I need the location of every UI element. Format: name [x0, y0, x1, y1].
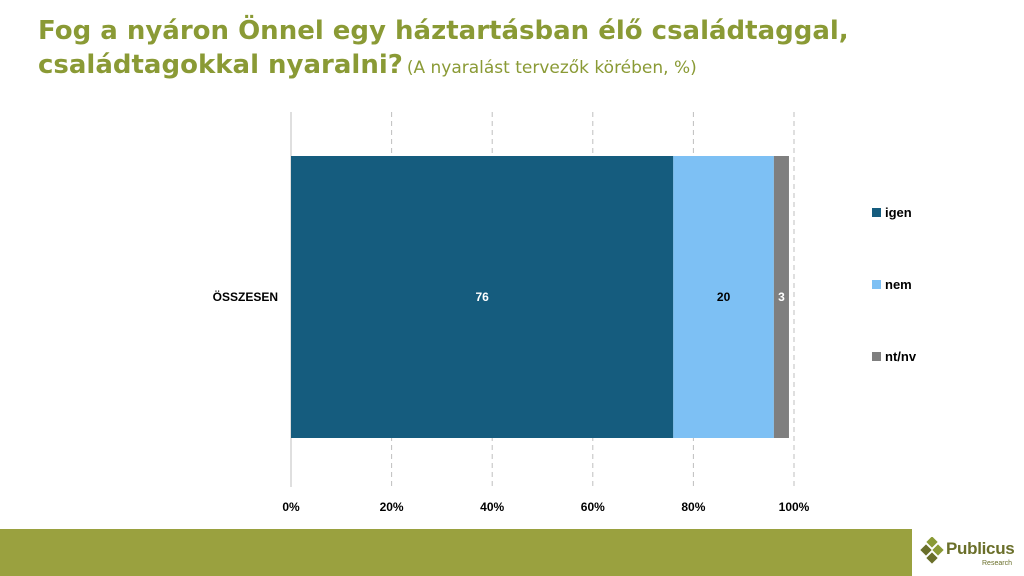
logo-subtitle: Research: [982, 560, 1012, 567]
legend-swatch: [872, 208, 881, 217]
title-block: Fog a nyáron Önnel egy háztartásban élő …: [38, 14, 998, 85]
bar-segment-nem: [673, 156, 774, 438]
x-tick-label: 100%: [779, 500, 810, 514]
data-label: 20: [717, 290, 731, 304]
x-tick-label: 80%: [681, 500, 705, 514]
legend: igen nem nt/nv: [872, 205, 917, 364]
x-tick-labels: 0% 20% 40% 60% 80% 100%: [282, 500, 809, 514]
chart-title-line1: Fog a nyáron Önnel egy háztartásban élő …: [38, 16, 849, 46]
x-tick-label: 60%: [581, 500, 605, 514]
chart-title-question: családtagokkal nyaralni?: [38, 50, 403, 80]
footer-band: [0, 529, 1024, 576]
data-labels: 76 20 3: [475, 290, 785, 304]
bar-segment-ntnv: [773, 156, 789, 438]
bar-group: [291, 156, 789, 438]
legend-swatch: [872, 280, 881, 289]
category-label: ÖSSZESEN: [213, 289, 278, 304]
category-labels: ÖSSZESEN: [213, 289, 278, 304]
bar-segment-igen: [291, 156, 674, 438]
data-label: 3: [778, 290, 785, 304]
x-tick-label: 40%: [480, 500, 504, 514]
logo-name: Publicus: [946, 539, 1015, 558]
legend-swatch: [872, 352, 881, 361]
chart-subtitle: (A nyaralást tervezők körében, %): [406, 58, 697, 78]
chart-title-line2: családtagokkal nyaralni? (A nyaralást ter…: [38, 48, 998, 85]
x-tick-label: 20%: [380, 500, 404, 514]
legend-label: nem: [885, 277, 912, 292]
publicus-diamond-icon: [920, 537, 944, 564]
x-tick-label: 0%: [282, 500, 300, 514]
legend-label: igen: [885, 205, 912, 220]
legend-label: nt/nv: [885, 349, 917, 364]
publicus-logo: Publicus Research: [912, 529, 1024, 576]
data-label: 76: [475, 290, 489, 304]
stacked-bar-chart: 76 20 3 0% 20% 40% 60% 80% 100% ÖSSZESEN igen ne…: [213, 112, 917, 514]
